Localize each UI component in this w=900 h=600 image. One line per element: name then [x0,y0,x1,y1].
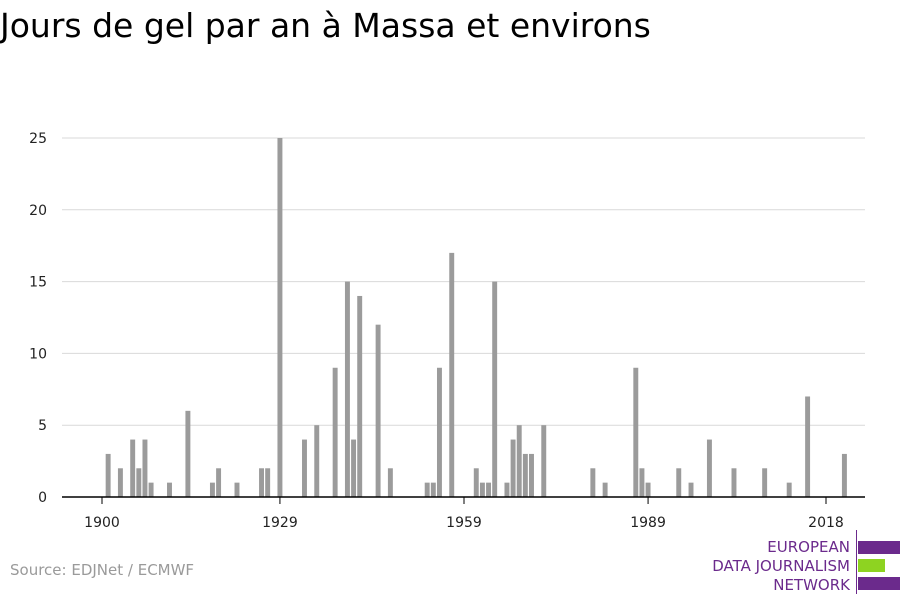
bar[interactable] [516,425,522,497]
x-tick-label: 1959 [446,515,482,531]
y-tick-label: 20 [29,203,47,219]
y-tick-label: 15 [29,275,47,291]
source-note: Source: EDJNet / ECMWF [10,561,195,579]
logo-bar-bottom [858,577,900,590]
bar[interactable] [529,453,534,497]
bar[interactable] [590,468,596,497]
bar[interactable] [387,468,393,497]
logo-line-1: EUROPEAN [767,538,850,556]
bar[interactable] [492,281,498,497]
bar[interactable] [706,439,712,497]
bar[interactable] [676,468,682,497]
logo-divider [856,530,857,594]
bar[interactable] [510,439,516,497]
bar[interactable] [314,425,320,497]
bar[interactable] [449,252,455,497]
bar[interactable] [688,482,694,497]
bar[interactable] [486,482,492,497]
bars [105,138,847,497]
edjnet-logo[interactable]: EUROPEAN DATA JOURNALISM NETWORK [690,530,900,594]
y-tick-label: 0 [38,490,47,506]
bar[interactable] [148,482,154,497]
y-tick-label: 5 [38,418,47,434]
bar[interactable] [357,295,363,497]
y-tick-label: 25 [29,131,47,147]
bar[interactable] [105,453,111,497]
bar[interactable] [142,439,148,497]
bar[interactable] [841,453,847,497]
x-tick-label: 2018 [808,515,844,531]
bar[interactable] [430,482,436,497]
bar[interactable] [209,482,215,497]
bar[interactable] [375,324,381,497]
bar[interactable] [332,367,338,497]
x-tick-label: 1900 [84,515,120,531]
chart-title: Jours de gel par an à Massa et environs [0,6,651,45]
bar[interactable] [805,396,811,497]
bar[interactable] [731,468,737,497]
bar[interactable] [185,410,191,497]
bar[interactable] [117,468,123,497]
bar[interactable] [265,468,271,497]
bar[interactable] [436,367,442,497]
bar[interactable] [136,468,142,497]
bar[interactable] [277,138,283,497]
bar[interactable] [130,439,136,497]
logo-line-2: DATA JOURNALISM [712,557,850,575]
bar[interactable] [645,482,651,497]
bar[interactable] [522,453,528,497]
axes: 1900 1929 1959 1989 2018 [62,496,865,531]
bar[interactable] [479,482,485,497]
x-tick-label: 1929 [262,515,298,531]
bar[interactable] [633,367,639,497]
x-tick-label: 1989 [630,515,666,531]
bar[interactable] [786,482,792,497]
bar[interactable] [259,468,264,497]
bar[interactable] [504,482,510,497]
bar[interactable] [473,468,479,497]
bar[interactable] [216,468,222,497]
bar[interactable] [762,468,768,497]
bar[interactable] [167,482,172,497]
bar[interactable] [351,439,357,497]
bar[interactable] [541,425,547,497]
logo-bar-middle [858,559,885,572]
logo-line-3: NETWORK [773,576,850,594]
bar[interactable] [344,281,350,497]
bar[interactable] [302,439,307,497]
bar[interactable] [639,468,645,497]
logo-bar-top [858,541,900,554]
bar[interactable] [602,482,608,497]
bar[interactable] [234,482,240,497]
gridlines: 0 5 10 15 20 25 [29,131,865,506]
bar[interactable] [424,482,430,497]
y-tick-label: 10 [29,346,47,362]
